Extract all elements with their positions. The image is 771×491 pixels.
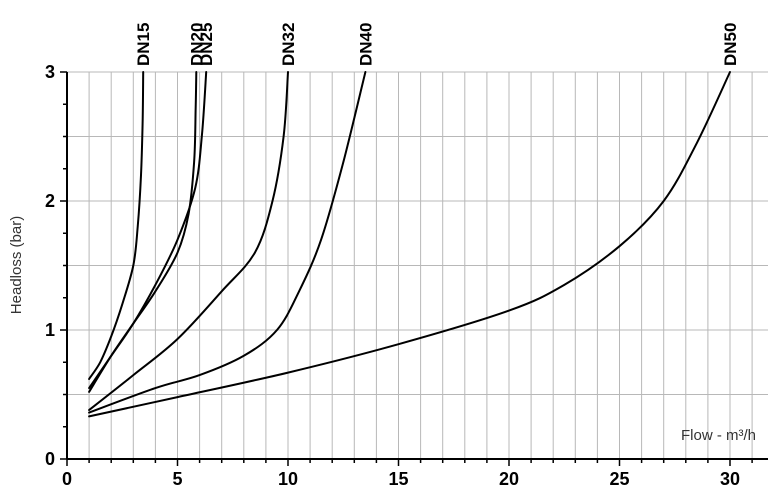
- series-label-dn15: DN15: [134, 23, 153, 66]
- x-tick-label: 30: [720, 469, 740, 489]
- series-label-dn25: DN25: [197, 23, 216, 66]
- y-tick-label: 3: [45, 62, 55, 82]
- x-tick-label: 10: [278, 469, 298, 489]
- series-group: [88, 71, 731, 418]
- series-line-dn25: [88, 71, 208, 390]
- x-tick-label: 0: [62, 469, 72, 489]
- y-axis-title: Headloss (bar): [8, 216, 25, 314]
- series-line-dn50: [88, 71, 731, 418]
- x-tick-label: 5: [172, 469, 182, 489]
- series-label-dn20: DN20: [187, 23, 206, 66]
- ticks: 0 5 10 15 20 25 30 0 1 2 3: [45, 62, 753, 489]
- y-tick-label: 2: [45, 191, 55, 211]
- series-label-dn50: DN50: [721, 23, 740, 66]
- grid: [67, 71, 768, 459]
- x-axis-title: Flow - m³/h: [681, 427, 756, 444]
- x-tick-label: 15: [388, 469, 408, 489]
- series-label-dn40: DN40: [356, 23, 375, 66]
- series-label-dn32: DN32: [279, 23, 298, 66]
- x-tick-label: 25: [609, 469, 629, 489]
- x-tick-label: 20: [499, 469, 519, 489]
- series-line-dn15: [88, 71, 145, 380]
- series-line-dn32: [88, 71, 289, 411]
- y-tick-label: 1: [45, 320, 55, 340]
- y-tick-label: 0: [45, 449, 55, 469]
- series-line-dn40: [88, 71, 367, 414]
